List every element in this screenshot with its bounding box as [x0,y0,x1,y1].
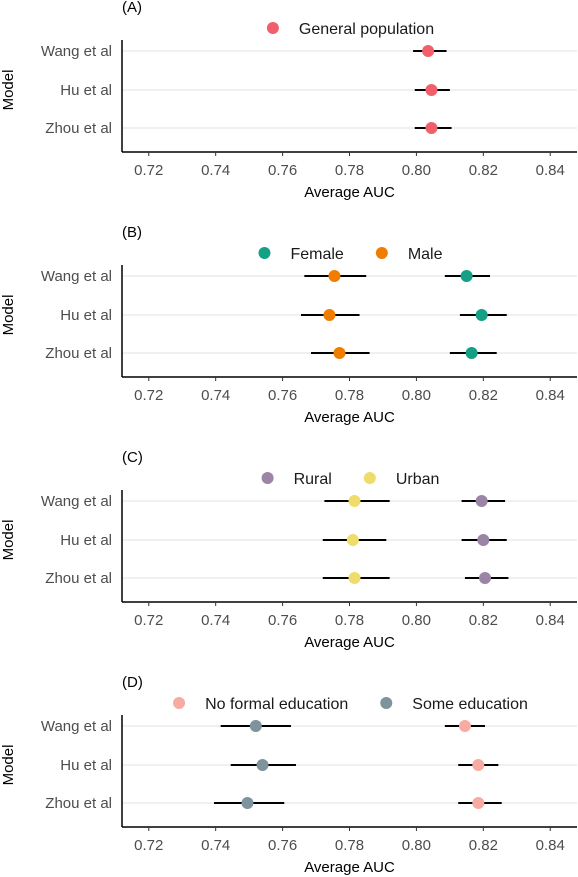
legend: Rural Urban [261,471,440,488]
data-point [422,45,435,57]
x-axis-title: Average AUC [304,409,395,426]
legend: General population [266,21,434,38]
panel-4: (D) No formal education Some education Wang… [0,674,577,876]
category-label: Zhou et al [45,345,112,362]
x-tick-label: 0.82 [469,612,498,629]
data-point [472,797,485,809]
x-tick-label: 0.80 [402,162,431,179]
category-label: Zhou et al [45,795,112,812]
x-tick-label: 0.72 [134,162,163,179]
category-label: Hu et al [60,307,112,324]
x-tick-label: 0.84 [536,837,565,854]
x-tick-label: 0.72 [134,387,163,404]
category-label: Zhou et al [45,120,112,137]
x-tick-label: 0.78 [335,837,364,854]
x-tick-label: 0.74 [201,162,230,179]
x-tick-label: 0.78 [335,162,364,179]
data-point [475,495,488,507]
data-point [249,720,262,732]
category-label: Wang et al [41,493,112,510]
x-tick-label: 0.80 [402,612,431,629]
data-point [425,122,438,134]
x-tick-label: 0.78 [335,612,364,629]
y-axis-title: Model [0,520,17,561]
data-point [328,270,341,282]
x-tick-label: 0.76 [268,387,297,404]
x-axis-title: Average AUC [304,184,395,201]
x-tick-label: 0.76 [268,837,297,854]
category-label: Hu et al [60,532,112,549]
panel-label: (D) [122,674,143,691]
x-tick-label: 0.78 [335,387,364,404]
data-point [241,797,254,809]
legend-label: General population [299,21,434,38]
data-point [425,84,438,96]
legend-label: Rural [294,471,332,488]
data-point [333,347,346,359]
category-label: Wang et al [41,718,112,735]
panel-label: (C) [122,449,143,466]
x-tick-label: 0.76 [268,162,297,179]
data-point [475,309,488,321]
legend-key-marker [258,247,271,259]
x-tick-label: 0.82 [469,837,498,854]
y-axis-title: Model [0,745,17,786]
x-tick-label: 0.74 [201,837,230,854]
legend-key-marker [266,22,279,34]
y-axis-title: Model [0,295,17,336]
x-tick-label: 0.72 [134,612,163,629]
data-point [477,534,490,546]
data-point [478,572,491,584]
data-point [346,534,359,546]
panel-label: (B) [122,224,142,241]
legend-key-marker [173,697,186,709]
data-point [460,270,473,282]
data-point [348,572,361,584]
x-tick-label: 0.76 [268,612,297,629]
panel-2: (B) Female Male Wang et al Hu et al Zhou et a… [0,224,577,426]
data-point [348,495,361,507]
legend-key-marker [261,472,274,484]
legend: Female Male [258,246,443,263]
x-axis-title: Average AUC [304,634,395,651]
data-point [323,309,336,321]
legend-key-marker [375,247,388,259]
y-axis-title: Model [0,70,17,111]
data-point [458,720,471,732]
x-tick-label: 0.84 [536,612,565,629]
x-tick-label: 0.84 [536,387,565,404]
category-label: Hu et al [60,82,112,99]
category-label: Zhou et al [45,570,112,587]
x-tick-label: 0.80 [402,837,431,854]
panel-1: (A) General population Wang et al Hu et al Z… [0,0,577,201]
legend-label: Male [408,246,443,263]
data-point [256,759,269,771]
legend-key-marker [363,472,376,484]
legend-label: Urban [396,471,440,488]
legend-label: Some education [412,696,528,713]
data-point [465,347,478,359]
x-tick-label: 0.74 [201,387,230,404]
x-tick-label: 0.82 [469,162,498,179]
category-label: Hu et al [60,757,112,774]
category-label: Wang et al [41,268,112,285]
panel-3: (C) Rural Urban Wang et al Hu et al Zhou et a… [0,449,577,651]
category-label: Wang et al [41,43,112,60]
x-tick-label: 0.82 [469,387,498,404]
legend-key-marker [380,697,393,709]
x-tick-label: 0.72 [134,837,163,854]
legend-label: No formal education [205,696,348,713]
panel-label: (A) [122,0,142,16]
data-point [472,759,485,771]
legend-label: Female [290,246,343,263]
x-tick-label: 0.84 [536,162,565,179]
x-axis-title: Average AUC [304,859,395,876]
x-tick-label: 0.80 [402,387,431,404]
legend: No formal education Some education [173,696,528,713]
x-tick-label: 0.74 [201,612,230,629]
